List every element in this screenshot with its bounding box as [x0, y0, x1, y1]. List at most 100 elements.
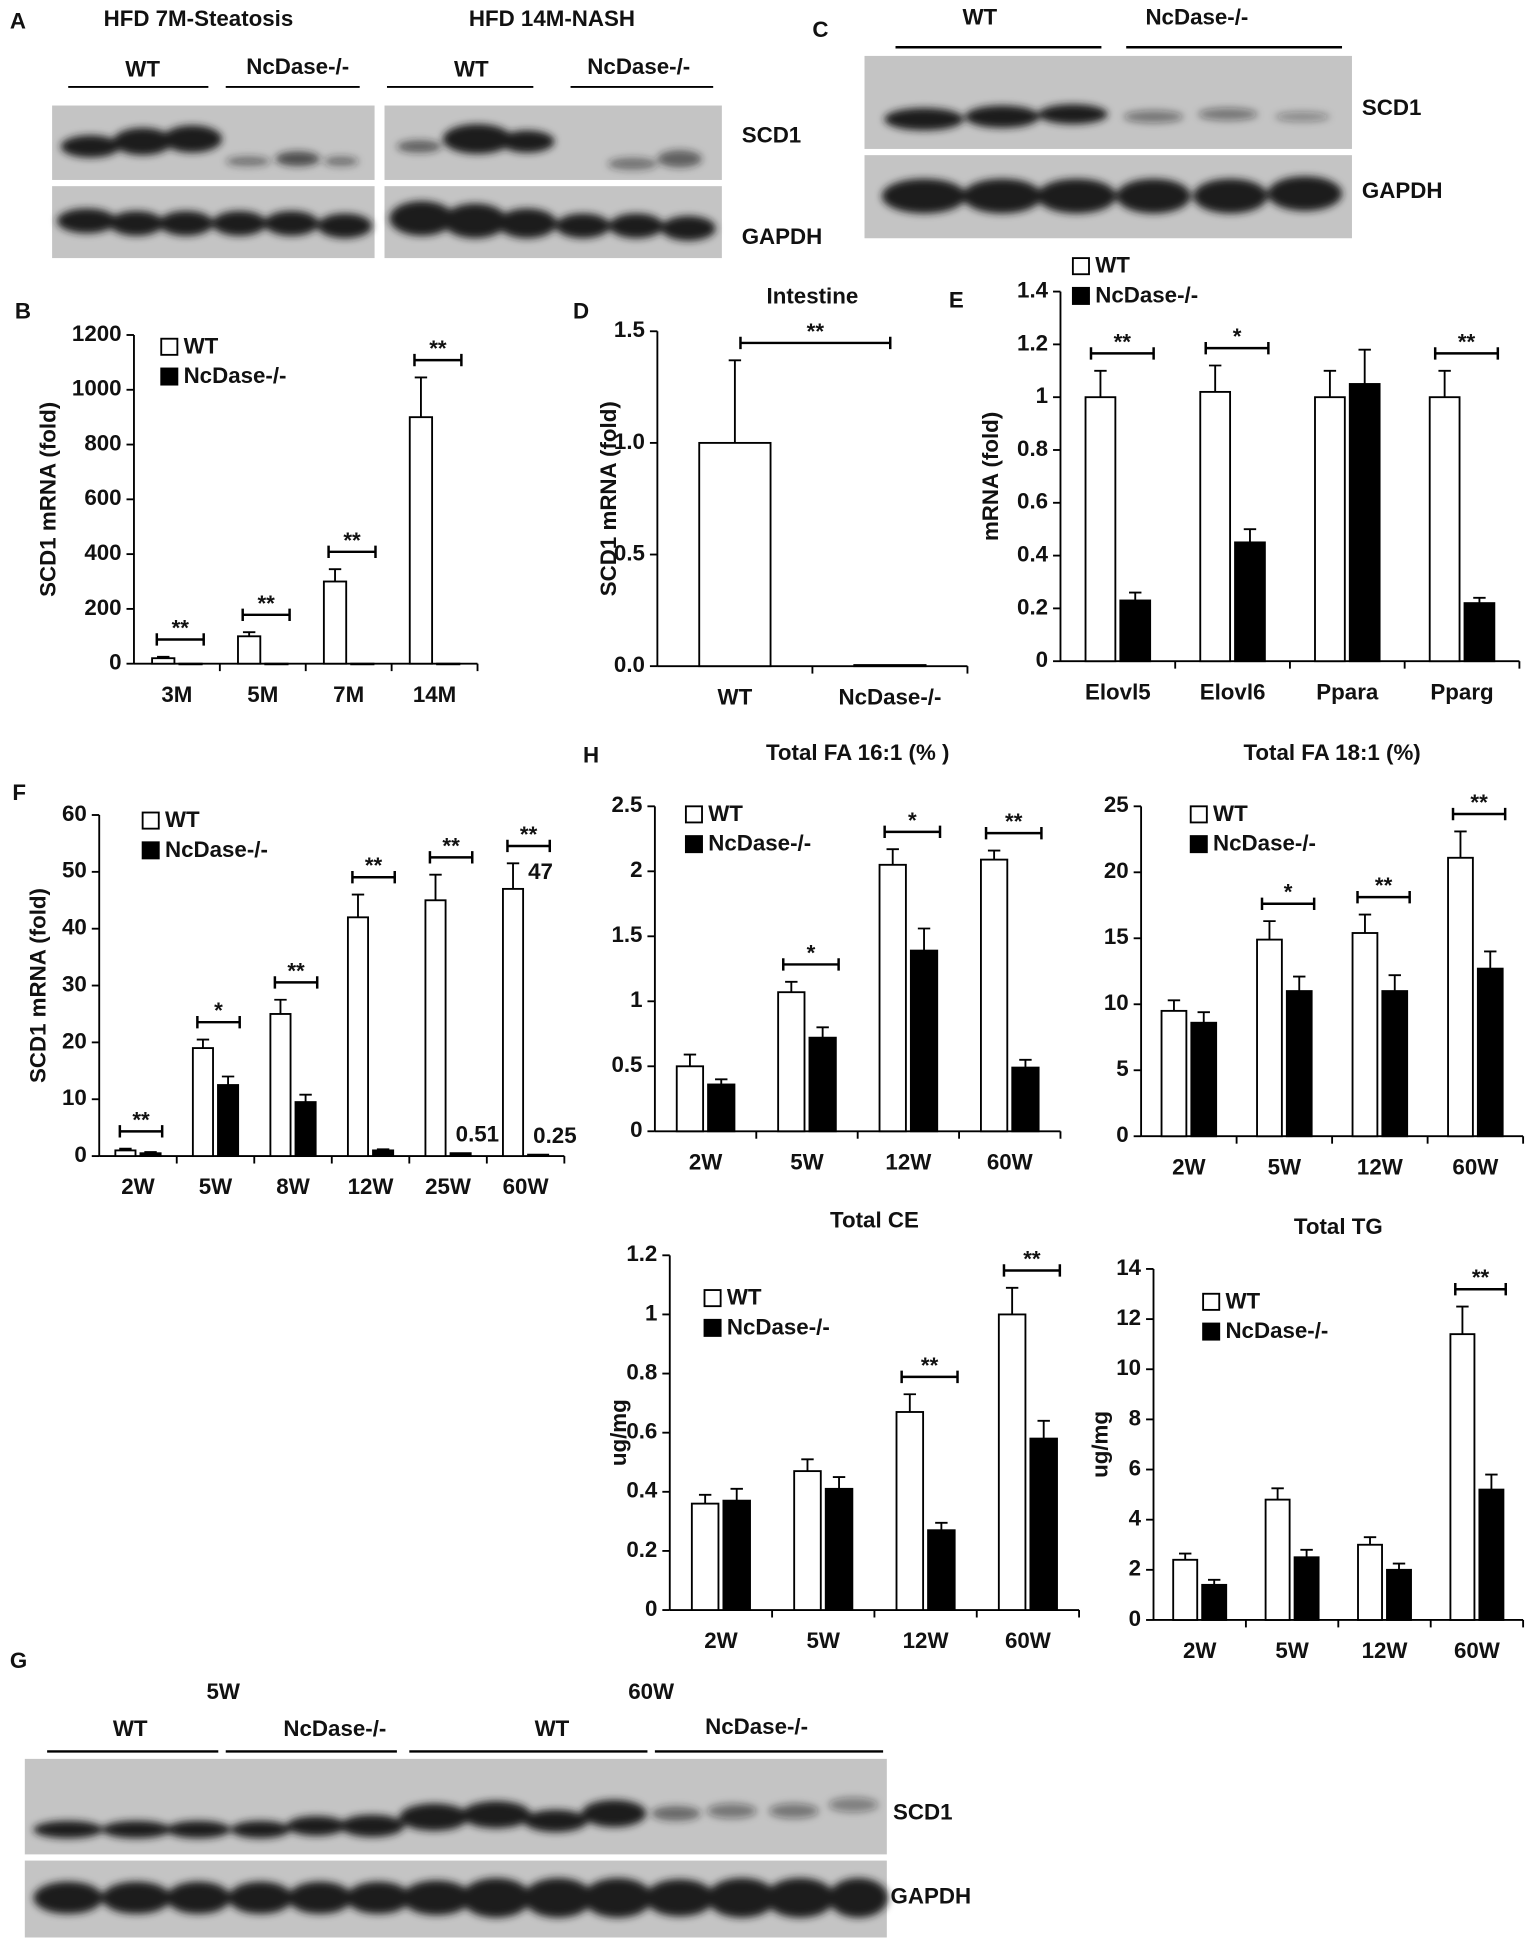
y-tick-label: 10	[62, 1085, 87, 1110]
y-tick-label: 0.8	[1017, 436, 1048, 461]
y-tick-label: 2	[1129, 1556, 1141, 1581]
error-bar	[1179, 1552, 1192, 1560]
legend-label: NcDase-/-	[165, 837, 268, 862]
y-tick-label: 25	[1104, 792, 1129, 817]
error-bar	[1293, 975, 1306, 992]
y-tick-label: 1000	[72, 376, 122, 401]
y-tick-label: 8	[1129, 1405, 1141, 1430]
y-tick-label: 20	[62, 1028, 87, 1053]
panel-letter: H	[583, 743, 599, 768]
bar	[264, 662, 289, 666]
lane-label: NcDase-/-	[283, 1716, 386, 1741]
blot-panel-g: G 5W 60W WT NcDase-/- WT NcDase-/- SCD1 …	[10, 1648, 971, 1938]
legend-swatch	[703, 1318, 722, 1337]
bar	[1381, 990, 1409, 1138]
error-bar	[886, 848, 899, 865]
bar	[1256, 938, 1283, 1138]
significance-label: **	[365, 853, 383, 878]
x-tick-label: 12W	[1362, 1638, 1409, 1663]
bands	[881, 104, 1343, 214]
y-tick-label: 1.2	[1017, 330, 1048, 355]
bands	[57, 124, 716, 241]
x-tick-label: 12W	[903, 1628, 950, 1653]
y-tick-label: 15	[1104, 924, 1129, 949]
error-bar	[1197, 1011, 1210, 1023]
y-tick-label: 0.2	[1017, 594, 1048, 619]
x-tick-label: 8W	[276, 1174, 310, 1199]
bar	[1476, 967, 1504, 1138]
bar	[114, 1149, 137, 1158]
y-tick-label: 1.4	[1017, 277, 1049, 302]
significance-bracket	[1204, 341, 1270, 355]
y-tick-label: 1.2	[626, 1241, 657, 1266]
group-label: HFD 14M-NASH	[469, 6, 635, 31]
bar	[777, 991, 806, 1133]
error-bar	[1388, 974, 1401, 992]
panel-letter: C	[812, 17, 828, 42]
y-tick-label: 1200	[72, 321, 122, 346]
significance-label: *	[1284, 880, 1293, 905]
y-tick-label: 60	[62, 801, 87, 826]
panel-letter: F	[12, 780, 26, 805]
error-bar	[935, 1521, 948, 1531]
bar	[151, 657, 176, 665]
y-axis-label: SCD1 mRNA (fold)	[596, 401, 621, 596]
y-tick-label: 0	[1129, 1606, 1141, 1631]
legend-swatch	[1071, 286, 1090, 305]
bar	[294, 1101, 317, 1158]
y-tick-label: 0	[109, 650, 121, 675]
error-bar	[1167, 999, 1181, 1011]
legend-swatch	[160, 367, 179, 386]
significance-label: **	[1023, 1246, 1041, 1271]
significance-label: **	[132, 1107, 150, 1132]
lane-label: WT	[113, 1716, 148, 1741]
legend-swatch	[160, 337, 179, 356]
x-tick-label: Elovl5	[1085, 679, 1151, 704]
y-tick-label: 1	[1036, 383, 1048, 408]
significance-label: **	[1458, 329, 1476, 354]
x-tick-label: Pparg	[1430, 679, 1493, 704]
y-tick-label: 5	[1116, 1056, 1128, 1081]
lane-label: NcDase-/-	[246, 54, 349, 79]
error-bar	[1300, 1548, 1313, 1558]
error-bar	[157, 655, 170, 659]
legend-swatch	[1202, 1322, 1221, 1341]
legend-swatch	[1189, 835, 1208, 854]
y-tick-label: 0	[1116, 1122, 1128, 1147]
chart-title: Total FA 16:1 (% )	[766, 740, 949, 765]
x-tick-label: 5W	[199, 1174, 233, 1199]
y-tick-label: 0.5	[611, 1052, 642, 1077]
lane-label: WT	[454, 57, 489, 82]
significance-label: *	[807, 940, 816, 965]
error-bar	[816, 1026, 829, 1038]
significance-label: **	[1114, 329, 1132, 354]
error-bar	[1392, 1562, 1406, 1570]
y-tick-label: 14	[1116, 1255, 1141, 1280]
error-bar	[683, 1053, 697, 1067]
bar	[997, 1313, 1027, 1611]
bar	[1386, 1568, 1412, 1621]
panel-letter: D	[573, 299, 589, 324]
significance-label: **	[807, 319, 825, 344]
bar	[346, 916, 369, 1158]
significance-label: **	[172, 615, 190, 640]
x-tick-label: 12W	[885, 1149, 932, 1174]
significance-label: **	[520, 822, 538, 847]
error-bar	[917, 927, 931, 951]
bar	[1293, 1556, 1320, 1621]
error-bar	[1263, 920, 1276, 940]
blot-panel-a: A HFD 7M-Steatosis HFD 14M-NASH WT NcDas…	[10, 6, 822, 259]
significance-bracket	[413, 353, 463, 367]
legend-swatch	[1189, 805, 1208, 824]
y-tick-label: 0.6	[626, 1419, 657, 1444]
x-tick-label: 12W	[1357, 1154, 1404, 1179]
y-tick-label: 12	[1116, 1305, 1141, 1330]
panel-letter: A	[10, 8, 26, 33]
error-bar	[429, 873, 442, 901]
legend-swatch	[141, 841, 160, 860]
error-bar	[1037, 1419, 1050, 1439]
blot-panel-c: C WT NcDase-/- SCD1 GAPDH	[812, 5, 1442, 239]
significance-bracket	[900, 1370, 959, 1384]
error-bar	[242, 631, 256, 637]
